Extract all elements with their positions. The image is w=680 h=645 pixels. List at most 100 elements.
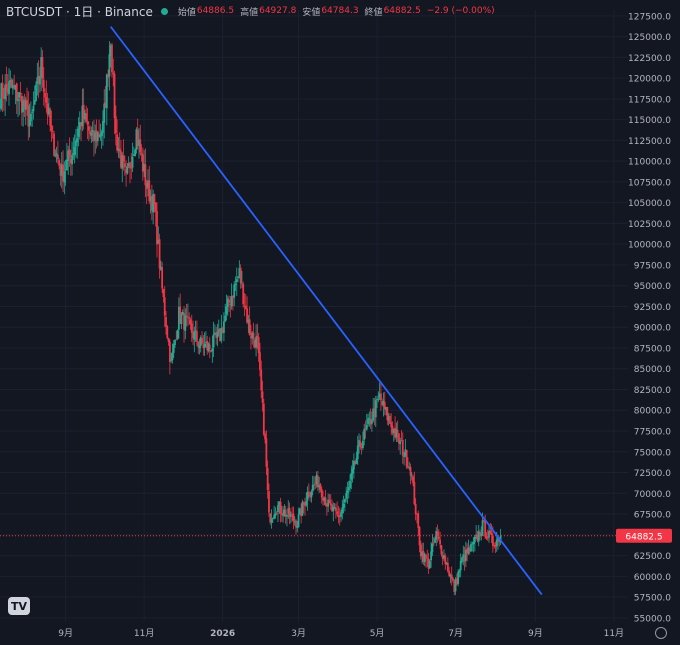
candle-body bbox=[489, 530, 492, 535]
candle-body bbox=[301, 501, 304, 516]
high-label: 高値 bbox=[240, 7, 259, 18]
candle-body bbox=[493, 545, 496, 547]
y-tick-label: 97500.0 bbox=[634, 261, 671, 271]
candle-body bbox=[404, 449, 407, 456]
candle-body bbox=[250, 336, 252, 339]
candle-body bbox=[184, 315, 187, 331]
candle-body bbox=[283, 509, 286, 517]
candle-body bbox=[77, 128, 80, 137]
candle-body bbox=[87, 126, 90, 131]
close-label: 終値 bbox=[364, 7, 383, 18]
candle-body bbox=[358, 440, 360, 447]
candle-body bbox=[416, 513, 418, 515]
gear-icon[interactable] bbox=[655, 627, 667, 639]
candle-body bbox=[288, 507, 291, 518]
y-tick-label: 112500.0 bbox=[628, 137, 671, 147]
candle-body bbox=[421, 551, 423, 556]
candle-body bbox=[226, 298, 229, 308]
candle-body bbox=[194, 330, 197, 332]
candle-body bbox=[205, 342, 207, 343]
candle-body bbox=[434, 538, 436, 543]
candle-body bbox=[67, 150, 70, 161]
candle-body bbox=[307, 492, 310, 497]
candle-body bbox=[157, 240, 160, 244]
candle-body bbox=[216, 331, 219, 338]
candle-body bbox=[277, 505, 279, 512]
candle-body bbox=[304, 503, 306, 506]
candle-body bbox=[89, 130, 91, 135]
candle-body bbox=[336, 511, 339, 515]
y-tick-label: 90000.0 bbox=[634, 324, 671, 334]
candle-body bbox=[131, 156, 134, 168]
candle-body bbox=[382, 400, 385, 406]
candle-body bbox=[11, 84, 14, 89]
y-tick-label: 127500.0 bbox=[628, 12, 671, 22]
candle-body bbox=[327, 499, 330, 507]
candle-body bbox=[320, 489, 323, 498]
candle-body bbox=[81, 105, 84, 126]
candle-body bbox=[80, 122, 82, 127]
candle-body bbox=[156, 211, 158, 245]
x-tick-label: 11月 bbox=[134, 628, 154, 639]
candle-body bbox=[234, 283, 237, 286]
close-value: 64882.5 bbox=[383, 6, 421, 16]
candle-body bbox=[359, 441, 362, 447]
candle-body bbox=[211, 348, 214, 352]
candle-body bbox=[237, 276, 239, 279]
candle-body bbox=[203, 343, 206, 348]
candle-body bbox=[228, 299, 230, 303]
candle-body bbox=[419, 544, 422, 557]
candle-body bbox=[195, 330, 198, 342]
candle-body bbox=[86, 121, 89, 125]
candle-body bbox=[428, 561, 431, 568]
high-value: 64927.8 bbox=[259, 6, 297, 16]
candle-body bbox=[192, 331, 194, 339]
candle-body bbox=[23, 99, 26, 109]
candle-body bbox=[51, 131, 54, 133]
candle-body bbox=[373, 408, 376, 417]
candle-body bbox=[9, 80, 12, 82]
candle-body bbox=[248, 319, 251, 336]
candle-body bbox=[293, 521, 296, 523]
candle-body bbox=[302, 502, 305, 505]
candle-body bbox=[93, 130, 95, 142]
candle-body bbox=[484, 521, 487, 537]
candle-body bbox=[485, 536, 488, 539]
candle-body bbox=[85, 113, 88, 122]
candle-body bbox=[309, 495, 312, 497]
candle-body bbox=[431, 543, 434, 553]
candle-body bbox=[371, 420, 373, 424]
candle-body bbox=[36, 77, 39, 85]
candle-body bbox=[170, 359, 173, 361]
candle-body bbox=[491, 535, 494, 547]
candle-body bbox=[134, 149, 137, 156]
candle-body bbox=[242, 284, 245, 305]
y-tick-label: 117500.0 bbox=[628, 95, 671, 105]
candle-body bbox=[33, 100, 36, 105]
candle-body bbox=[19, 93, 22, 95]
candle-body bbox=[15, 83, 18, 101]
candle-body bbox=[42, 79, 45, 92]
candle-body bbox=[355, 458, 358, 464]
candle-body bbox=[316, 476, 319, 488]
candle-body bbox=[271, 517, 274, 519]
candle-body bbox=[350, 473, 353, 480]
candle-body bbox=[274, 513, 277, 517]
candle-body bbox=[418, 526, 421, 546]
candle-body bbox=[318, 485, 321, 488]
candle-body bbox=[38, 77, 41, 85]
tradingview-logo-icon[interactable]: TV bbox=[8, 597, 30, 615]
candle-body bbox=[188, 317, 191, 319]
candle-body bbox=[168, 341, 171, 362]
candle-body bbox=[363, 429, 366, 440]
candle-body bbox=[40, 57, 43, 78]
symbol-title[interactable]: BTCUSDT · 1日 · Binance bbox=[6, 4, 153, 19]
candle-body bbox=[197, 341, 200, 347]
candle-body bbox=[369, 419, 372, 425]
candle-body bbox=[475, 534, 478, 536]
candle-body bbox=[278, 501, 281, 506]
candle-body bbox=[171, 352, 174, 361]
candle-body bbox=[58, 160, 61, 167]
